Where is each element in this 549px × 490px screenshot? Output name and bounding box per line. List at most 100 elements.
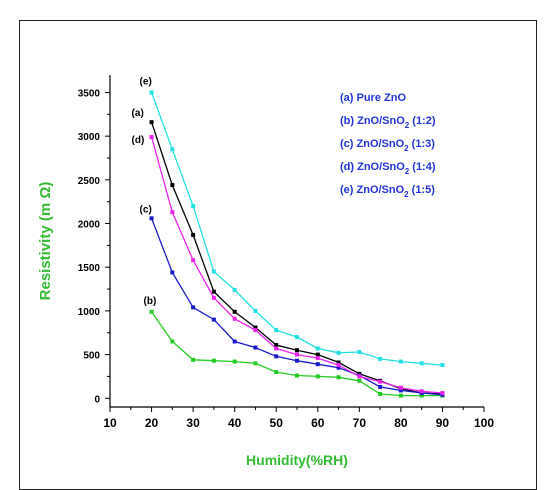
curve-label-a: (a) [132,108,144,119]
data-point [232,359,237,364]
data-point [295,358,299,363]
data-point [232,309,237,314]
data-point [232,287,237,292]
data-point [191,258,196,263]
y-tick-label: 3500 [78,88,101,99]
curve-label-b: (b) [144,296,157,307]
y-tick-label: 0 [94,394,100,405]
data-point [378,384,383,389]
data-point [191,232,196,237]
annotation-layer: (e) (a) (d) (c) (b) [132,76,157,306]
data-point [378,391,383,396]
y-axis-label: Resistivity (m Ω) [37,182,54,301]
x-tick-label: 70 [353,416,367,430]
data-point [170,339,175,344]
x-tick-label: 100 [474,416,494,430]
data-point [149,135,154,140]
data-point [191,204,196,209]
data-point [315,356,320,361]
ticks: 10 20 30 40 50 60 70 80 90 1000500100015002000250… [78,88,495,430]
x-tick-label: 10 [103,416,117,430]
data-point [440,391,445,396]
data-point [419,361,424,366]
data-point [274,354,279,359]
legend-entry-e: (e) ZnO/SnO2 (1:5) [340,184,435,199]
x-tick-label: 60 [311,416,325,430]
data-point [191,305,196,310]
data-point [253,328,258,333]
data-point [419,393,424,398]
data-point [336,365,341,370]
data-point [398,385,403,390]
data-point [295,348,299,353]
data-point [274,346,279,351]
data-point [378,379,383,384]
series-line-e [150,92,443,366]
data-point [149,120,154,125]
series-c [149,216,445,397]
chart: 10 20 30 40 50 60 70 80 90 1000500100015002000250… [37,75,495,468]
data-point [336,375,341,380]
y-tick-label: 3000 [78,132,101,143]
data-point [357,374,362,379]
data-point [419,389,424,394]
data-point [211,358,216,363]
series-e [149,90,445,368]
data-point [191,357,196,362]
data-point [274,370,279,375]
series-layer [149,90,445,398]
legend: (a) Pure ZnO (b) ZnO/SnO2 (1:2) (c) ZnO/Sn… [340,92,436,199]
curve-label-e: (e) [140,76,152,87]
data-point [211,295,216,300]
legend-entry-b: (b) ZnO/SnO2 (1:2) [340,115,436,130]
figure-frame: 10 20 30 40 50 60 70 80 90 100 0 500 1000 1500 2000 250… [19,20,537,490]
data-point [274,328,279,333]
data-point [232,316,237,321]
data-point [149,216,154,221]
x-tick-label: 20 [145,416,159,430]
data-point [336,350,341,355]
data-point [211,317,216,322]
curve-label-c: (c) [140,204,152,215]
data-point [336,360,341,365]
data-point [253,308,258,313]
data-point [398,393,403,398]
series-b [149,309,445,398]
y-tick-label: 1500 [78,263,101,274]
x-tick-label: 40 [228,416,242,430]
series-line-c [150,218,443,396]
y-tick-label: 2000 [78,220,101,231]
data-point [336,363,341,368]
data-point [295,373,299,378]
x-tick-label: 90 [436,416,450,430]
data-point [149,90,154,95]
data-point [357,349,362,354]
data-point [232,339,237,344]
x-tick-label: 80 [394,416,408,430]
y-tick-label: 1000 [78,307,101,318]
data-point [357,378,362,383]
data-point [315,374,320,379]
data-point [315,362,320,367]
data-point [253,345,258,350]
data-point [211,269,216,274]
x-axis-label: Humidity(%RH) [246,452,348,468]
data-point [295,352,299,357]
data-point [398,359,403,364]
data-point [315,352,320,357]
data-point [315,346,320,351]
data-point [149,309,154,314]
data-point [253,361,258,366]
data-point [170,210,175,215]
data-point [170,183,175,188]
data-point [170,270,175,275]
x-tick-label: 30 [186,416,200,430]
data-point [295,335,299,340]
data-point [253,325,258,330]
data-point [211,289,216,294]
legend-entry-c: (c) ZnO/SnO2 (1:3) [340,138,435,153]
curve-label-d: (d) [132,135,145,146]
data-point [440,363,445,368]
data-point [398,388,403,393]
data-point [378,356,383,361]
